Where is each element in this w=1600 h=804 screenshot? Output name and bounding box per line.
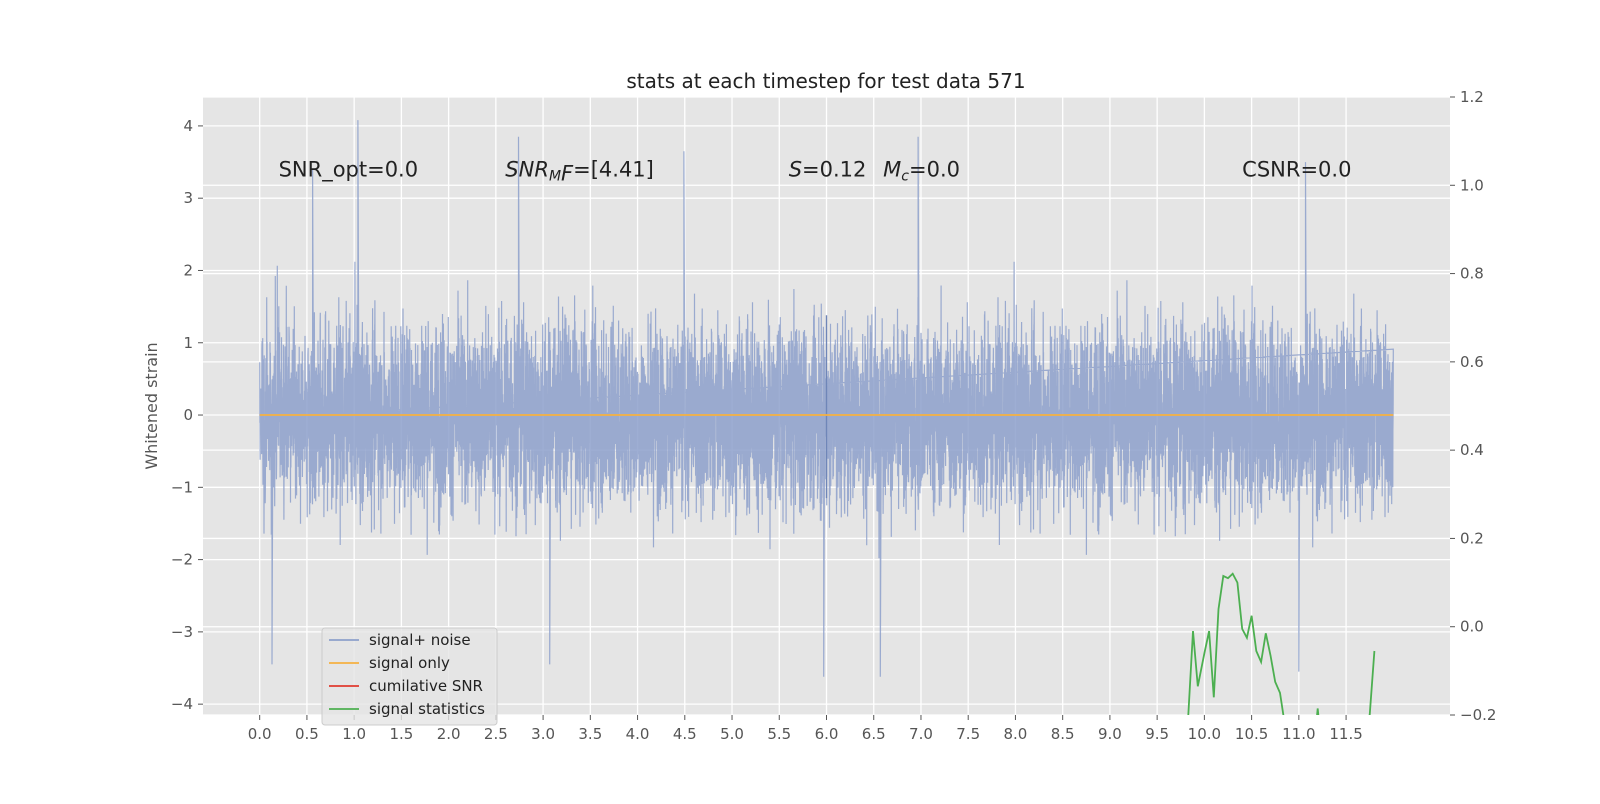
series-layer <box>259 120 1394 715</box>
y2-tick-label: −0.2 <box>1460 706 1496 724</box>
y-tick-label: −3 <box>171 623 193 641</box>
x-tick-label: 8.0 <box>1004 725 1028 743</box>
annotation-symbol-cont: F <box>561 162 574 186</box>
legend-box <box>321 627 498 726</box>
y-tick-label: −4 <box>171 695 193 713</box>
annotation-symbol: SNR <box>505 158 549 182</box>
x-tick-label: 3.0 <box>531 725 555 743</box>
x-tick-label: 4.0 <box>626 725 650 743</box>
x-tick-label: 8.5 <box>1051 725 1075 743</box>
x-tick-label: 9.5 <box>1145 725 1169 743</box>
x-tick-label: 5.5 <box>767 725 791 743</box>
legend-label: signal only <box>369 654 450 672</box>
x-tick-label: 9.0 <box>1098 725 1122 743</box>
annotation: S=0.12 <box>789 158 867 182</box>
annotation: CSNR=0.0 <box>1242 158 1351 182</box>
legend-label: cumilative SNR <box>369 677 483 695</box>
y-axis-label: Whitened strain <box>142 342 161 469</box>
x-tick-label: 2.0 <box>437 725 461 743</box>
annotation-symbol: M <box>883 158 901 182</box>
x-axis: 0.0 0.5 1.0 1.5 2.0 2.5 3.0 3.5 4.0 4.5 5.0 5.5 6.0 6… <box>248 715 1363 743</box>
y-tick-label: 0 <box>183 406 193 424</box>
x-tick-label: 6.5 <box>862 725 886 743</box>
x-tick-label: 0.5 <box>295 725 319 743</box>
annotations: SNR_opt=0.0 SNRMF=[4.41] S=0.12 Mc=0.0 CSNR=… <box>279 158 1352 186</box>
y-tick-label: −2 <box>171 551 193 569</box>
x-tick-label: 3.5 <box>578 725 602 743</box>
y2-tick-label: 0.2 <box>1460 529 1484 547</box>
x-tick-label: 4.5 <box>673 725 697 743</box>
annotation: SNRMF=[4.41] <box>505 158 654 186</box>
annotation-value: =0.12 <box>802 158 866 182</box>
x-tick-label: 10.5 <box>1235 725 1268 743</box>
annotation: SNR_opt=0.0 <box>279 158 419 183</box>
y-axis-right: 1.2 1.0 0.8 0.6 0.4 0.2 0.0 −0.2 <box>1450 88 1496 724</box>
y2-tick-label: 0.8 <box>1460 265 1484 283</box>
x-tick-label: 1.5 <box>389 725 413 743</box>
y2-tick-label: 0.6 <box>1460 353 1484 371</box>
y-tick-label: 3 <box>183 189 193 207</box>
annotation-value: =[4.41] <box>573 158 654 182</box>
series-signal-statistics <box>1187 572 1376 715</box>
legend: signal+ noise signal only cumilative SNR si… <box>321 627 498 726</box>
x-tick-label: 6.0 <box>815 725 839 743</box>
x-tick-label: 2.5 <box>484 725 508 743</box>
x-tick-label: 10.0 <box>1188 725 1221 743</box>
chart-title: stats at each timestep for test data 571 <box>626 69 1025 93</box>
annotation: Mc=0.0 <box>883 158 960 185</box>
legend-label: signal+ noise <box>369 631 471 649</box>
series-signal-noise <box>259 120 1394 677</box>
x-tick-label: 7.0 <box>909 725 933 743</box>
annotation-symbol: S <box>789 158 802 182</box>
y2-tick-label: 0.0 <box>1460 618 1484 636</box>
x-tick-label: 5.0 <box>720 725 744 743</box>
annotation-value: =0.0 <box>909 158 960 182</box>
x-tick-label: 0.0 <box>248 725 272 743</box>
y-tick-label: −1 <box>171 478 193 496</box>
y2-tick-label: 1.2 <box>1460 88 1484 106</box>
x-tick-label: 11.0 <box>1282 725 1315 743</box>
x-tick-label: 1.0 <box>342 725 366 743</box>
legend-label: signal statistics <box>369 700 485 718</box>
x-tick-label: 11.5 <box>1329 725 1362 743</box>
y-tick-label: 1 <box>183 334 193 352</box>
y-tick-label: 4 <box>183 117 193 135</box>
y2-tick-label: 1.0 <box>1460 176 1484 194</box>
y-axis-left: 4 3 2 1 0 −1 −2 −3 −4 <box>171 117 203 713</box>
annotation-subscript: c <box>901 169 909 185</box>
y-tick-label: 2 <box>183 261 193 279</box>
annotation-subscript: M <box>549 169 561 185</box>
x-tick-label: 7.5 <box>956 725 980 743</box>
y2-tick-label: 0.4 <box>1460 441 1484 459</box>
